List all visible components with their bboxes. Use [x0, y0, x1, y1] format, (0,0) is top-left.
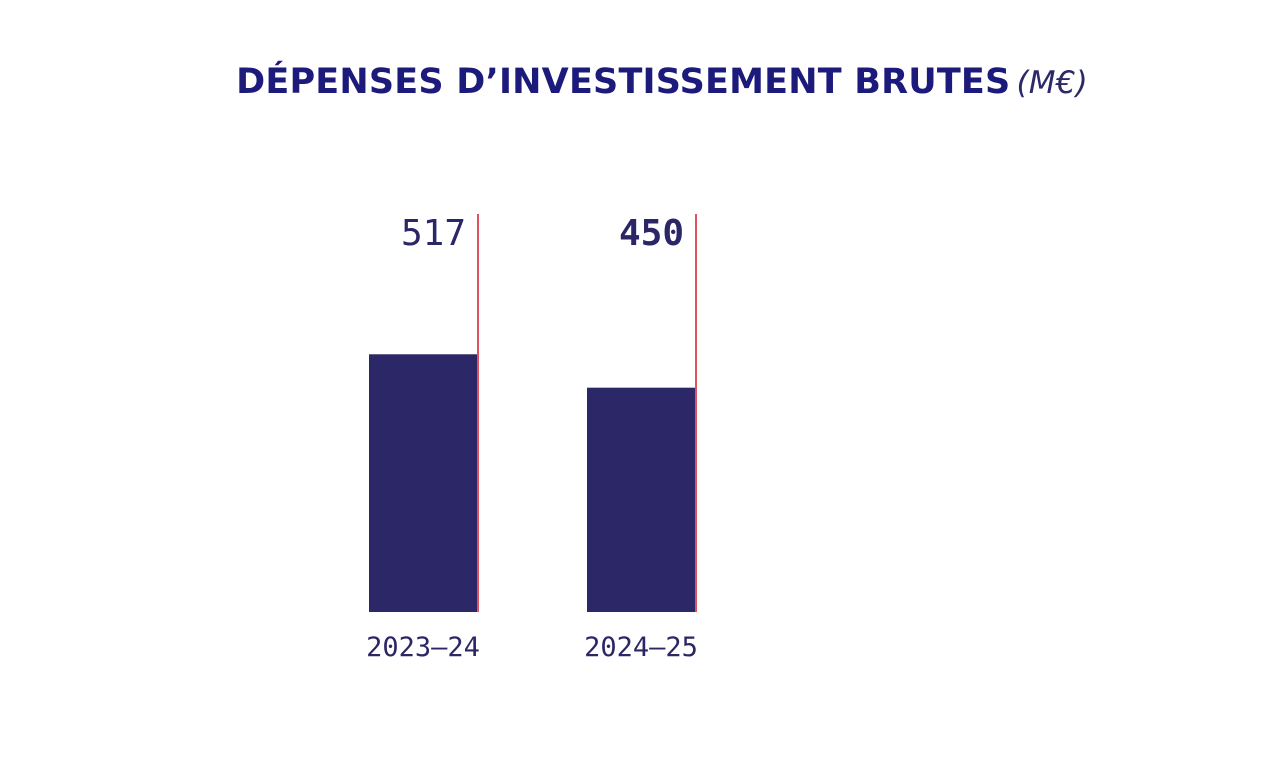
chart-title-text: DÉPENSES D’INVESTISSEMENT BRUTES [236, 62, 1011, 102]
value-label-2024-25: 450 [619, 213, 684, 254]
bar-2024-25 [587, 387, 695, 612]
category-label-2023-24: 2023–24 [366, 632, 480, 663]
value-label-2023-24: 517 [401, 213, 466, 254]
chart-title-unit: (M€) [1016, 65, 1088, 101]
bar-2023-24 [369, 354, 477, 612]
category-label-2024-25: 2024–25 [584, 632, 698, 663]
chart-title: DÉPENSES D’INVESTISSEMENT BRUTES (M€) [0, 62, 1280, 102]
